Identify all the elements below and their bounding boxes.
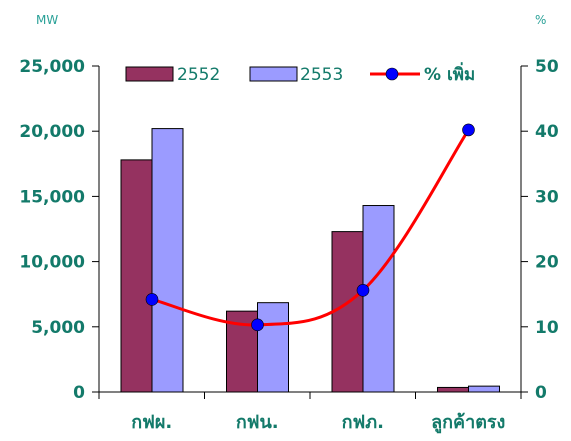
axes: [92, 65, 528, 399]
percent-marker-1: [145, 293, 159, 306]
left-tick-label: 20,000: [19, 122, 85, 142]
right-tick-label: 0: [535, 383, 547, 403]
bar-2553-1: [151, 128, 184, 393]
left-tick-label: 0: [73, 383, 85, 403]
bar-group: [120, 128, 500, 393]
category-label: กฟภ.: [342, 412, 384, 433]
bar-2553-2: [257, 302, 289, 393]
left-tick-label: 15,000: [19, 187, 85, 207]
right-tick-label: 40: [535, 122, 559, 142]
legend-label-percent: % เพิ่ม: [424, 62, 475, 85]
right-tick-label: 20: [535, 253, 559, 273]
legend: 2552 2553 % เพิ่ม: [125, 62, 475, 85]
bar-2553-4: [468, 385, 500, 393]
category-label: ลูกค้าตรง: [431, 412, 505, 434]
bar-2552-3: [331, 231, 364, 393]
legend-swatch-2553: [249, 66, 298, 82]
legend-label-2552: 2552: [177, 65, 220, 85]
right-tick-label: 10: [535, 318, 559, 338]
tick-labels: 0 5,000 10,000 15,000 20,000 25,000 0 10 20 30 40 5…: [19, 57, 558, 434]
left-tick-label: 5,000: [31, 318, 85, 338]
legend-marker-percent: [385, 67, 399, 81]
percent-marker-2: [251, 318, 264, 332]
left-tick-label: 10,000: [19, 253, 85, 273]
bar-2553-3: [362, 205, 395, 393]
right-unit-label: %: [535, 13, 546, 27]
legend-label-2553: 2553: [300, 65, 343, 85]
category-label: กฟผ.: [131, 412, 172, 433]
left-unit-label: MW: [36, 13, 58, 27]
left-tick-label: 25,000: [19, 57, 85, 77]
percent-line-layer: [145, 123, 475, 332]
legend-swatch-2552: [125, 66, 174, 82]
right-tick-label: 50: [535, 57, 559, 77]
right-tick-label: 30: [535, 187, 559, 207]
percent-line: [151, 129, 470, 327]
percent-marker-4: [462, 123, 475, 137]
bar-2552-4: [437, 386, 469, 393]
category-label: กฟน.: [236, 412, 279, 433]
percent-marker-3: [356, 283, 370, 297]
bar-2552-1: [120, 159, 153, 393]
